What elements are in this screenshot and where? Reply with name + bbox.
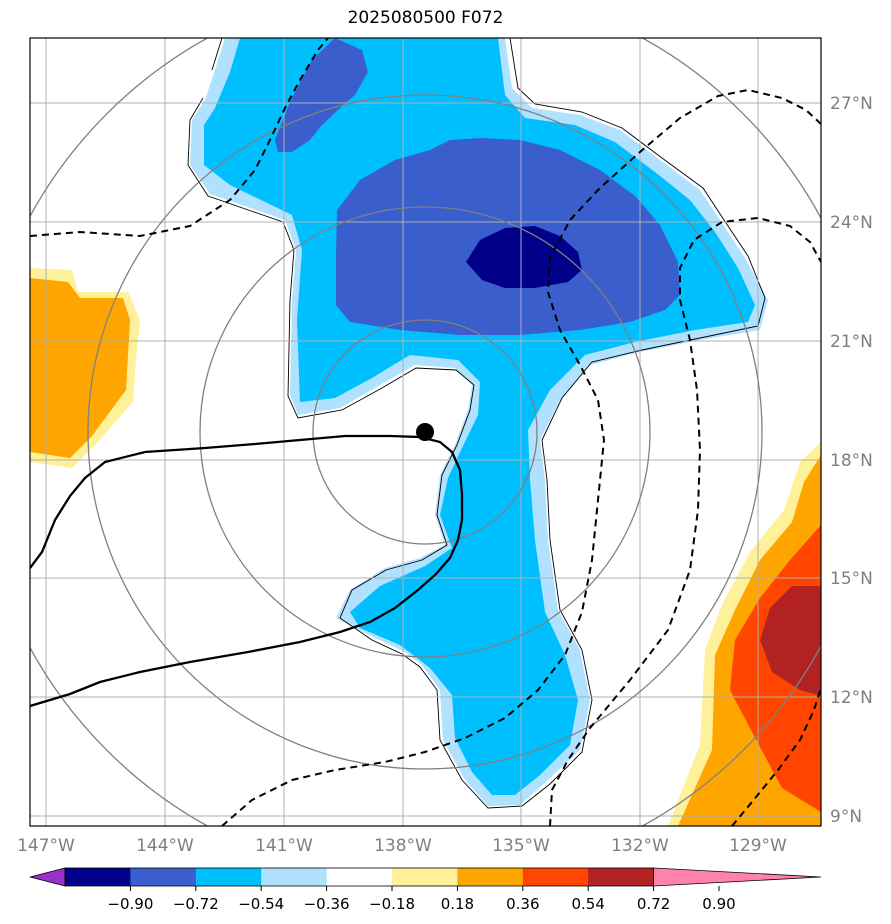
lat-tick-label: 21°N bbox=[830, 332, 873, 352]
colorbar-segment bbox=[457, 868, 524, 886]
colorbar-extend-high bbox=[653, 867, 822, 887]
lat-tick-label: 24°N bbox=[830, 213, 873, 233]
lon-tick-label: 132°W bbox=[611, 836, 669, 856]
colorbar-tick-label: 0.18 bbox=[441, 895, 474, 913]
contour-outline bbox=[187, 38, 766, 809]
negative-anomaly-navy bbox=[466, 226, 582, 288]
colorbar-segment bbox=[326, 868, 393, 886]
colorbar-segment bbox=[588, 868, 655, 886]
map-panel bbox=[30, 38, 821, 826]
colorbar-segment bbox=[261, 868, 328, 886]
lon-tick-label: 138°W bbox=[374, 836, 432, 856]
lat-tick-label: 9°N bbox=[830, 807, 862, 827]
colorbar-segment bbox=[130, 868, 197, 886]
positive-anomaly-west-orange bbox=[30, 278, 130, 458]
colorbar-segment bbox=[195, 868, 262, 886]
track-line bbox=[30, 434, 464, 708]
lat-tick-label: 18°N bbox=[830, 451, 873, 471]
lat-tick-label: 27°N bbox=[830, 94, 873, 114]
colorbar-frame bbox=[64, 867, 654, 887]
map-frame bbox=[29, 37, 822, 827]
dashed-contours bbox=[30, 38, 821, 826]
colorbar-tick-label: 0.90 bbox=[702, 895, 735, 913]
colorbar-segment bbox=[392, 868, 458, 886]
negative-anomaly-mediumblue-north bbox=[275, 38, 368, 152]
colorbar-segment bbox=[65, 868, 131, 886]
colorbar-tick-label: −0.18 bbox=[369, 895, 415, 913]
range-rings bbox=[30, 38, 821, 826]
lat-tick-label: 15°N bbox=[830, 569, 873, 589]
colorbar-tick-label: −0.90 bbox=[107, 895, 153, 913]
lon-tick-label: 135°W bbox=[492, 836, 550, 856]
lon-tick-label: 141°W bbox=[255, 836, 313, 856]
longitude-axis: 147°W 144°W 141°W 138°W 135°W 132°W 129°… bbox=[17, 836, 787, 856]
lon-tick-label: 129°W bbox=[729, 836, 787, 856]
chart-title: 2025080500 F072 bbox=[347, 8, 504, 28]
colorbar-tick-label: −0.54 bbox=[238, 895, 284, 913]
colorbar-tick-label: 0.54 bbox=[571, 895, 604, 913]
lon-tick-label: 144°W bbox=[136, 836, 194, 856]
colorbar-tick-label: 0.36 bbox=[506, 895, 539, 913]
colorbar-tick-label: −0.72 bbox=[173, 895, 219, 913]
colorbar-tick-label: −0.36 bbox=[304, 895, 350, 913]
latitude-axis: 27°N 24°N 21°N 18°N 15°N 12°N 9°N bbox=[830, 94, 873, 827]
colorbar-segment bbox=[522, 868, 589, 886]
colorbar-tick-label: 0.72 bbox=[637, 895, 670, 913]
colorbar-extend-low bbox=[29, 867, 66, 887]
colorbar: −0.90 −0.72 −0.54 −0.36 −0.18 0.18 0.36 0.54 0.7… bbox=[29, 867, 822, 913]
lon-tick-label: 147°W bbox=[17, 836, 75, 856]
storm-center-marker bbox=[416, 423, 434, 441]
positive-anomaly-east-darkred bbox=[760, 586, 821, 696]
lat-tick-label: 12°N bbox=[830, 688, 873, 708]
